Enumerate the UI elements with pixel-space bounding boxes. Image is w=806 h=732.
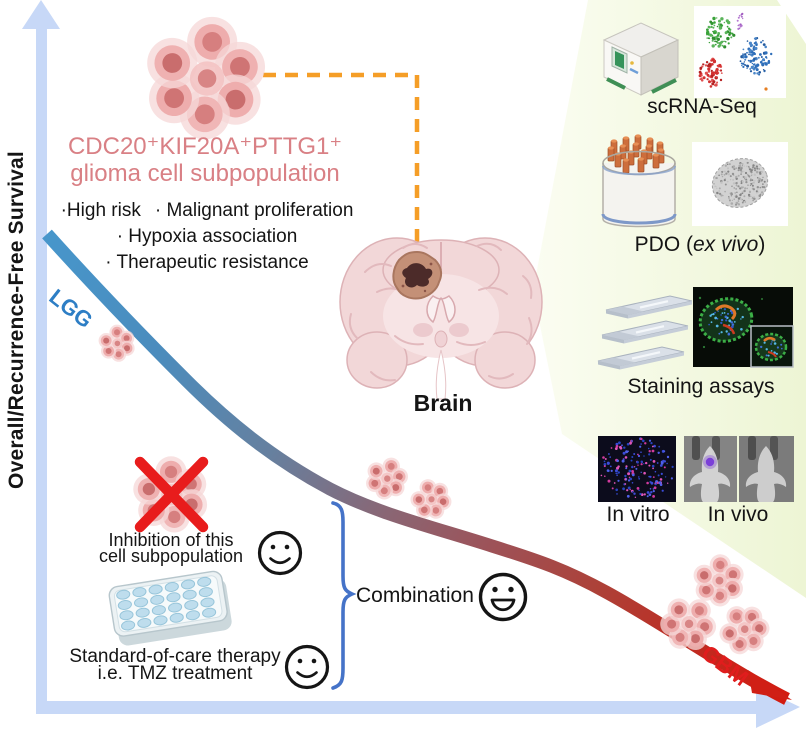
tumor-illustration (392, 250, 443, 300)
subpopulation-title: CDC20⁺KIF20A⁺PTTG1⁺ glioma cell subpopul… (55, 133, 355, 187)
bullet-row-3: · Therapeutic resistance (105, 252, 309, 273)
subpopulation-title-line2: glioma cell subpopulation (70, 160, 340, 187)
staining-assays-label: Staining assays (627, 375, 775, 398)
smiley-face-inhibition-icon (257, 530, 303, 576)
staining-image (693, 287, 794, 368)
y-axis-label: Overall/Recurrence-Free Survival (5, 151, 28, 489)
invitro-image (598, 436, 676, 502)
slides-icon (597, 295, 693, 370)
x-axis-line (36, 701, 758, 714)
y-axis-line (36, 27, 47, 714)
smiley-face-combination-icon (478, 572, 528, 622)
cell-cluster-top (135, 6, 274, 149)
organoid-image (692, 142, 788, 226)
pdo-label: PDO (ex vivo) (634, 233, 766, 256)
soc-caption: Standard-of-care therapy i.e. TMZ treatm… (69, 646, 281, 684)
well-plate-icon (108, 570, 232, 646)
inhibition-cross-icon (134, 456, 209, 533)
invivo-label: In vivo (707, 503, 769, 526)
brain-label: Brain (413, 390, 473, 416)
cell-cluster-mid-1 (359, 450, 414, 506)
combination-label: Combination (356, 584, 474, 607)
brain-illustration (339, 237, 543, 400)
survival-curve-tip (748, 670, 792, 700)
survival-curve (42, 229, 790, 705)
subpopulation-bullets: ·High risk · Malignant proliferation · Hy… (48, 198, 366, 276)
dashed-connector-line (263, 72, 420, 258)
invivo-image (684, 436, 794, 502)
pdo-vessel-icon (601, 134, 677, 228)
combination-brace (331, 501, 357, 690)
bullet-row-2: · Hypoxia association (116, 226, 298, 247)
inhibition-caption: Inhibition of this cell subpopulation (98, 530, 244, 566)
sequencer-icon (602, 22, 680, 96)
subpopulation-title-line1: CDC20⁺KIF20A⁺PTTG1⁺ (67, 133, 343, 160)
bullet-row-1: ·High risk · Malignant proliferation (60, 200, 354, 221)
y-axis-arrow-icon (22, 0, 60, 29)
invitro-label: In vitro (606, 503, 670, 526)
scrna-seq-label: scRNA-Seq (647, 95, 757, 118)
umap-plot-image (694, 6, 786, 98)
